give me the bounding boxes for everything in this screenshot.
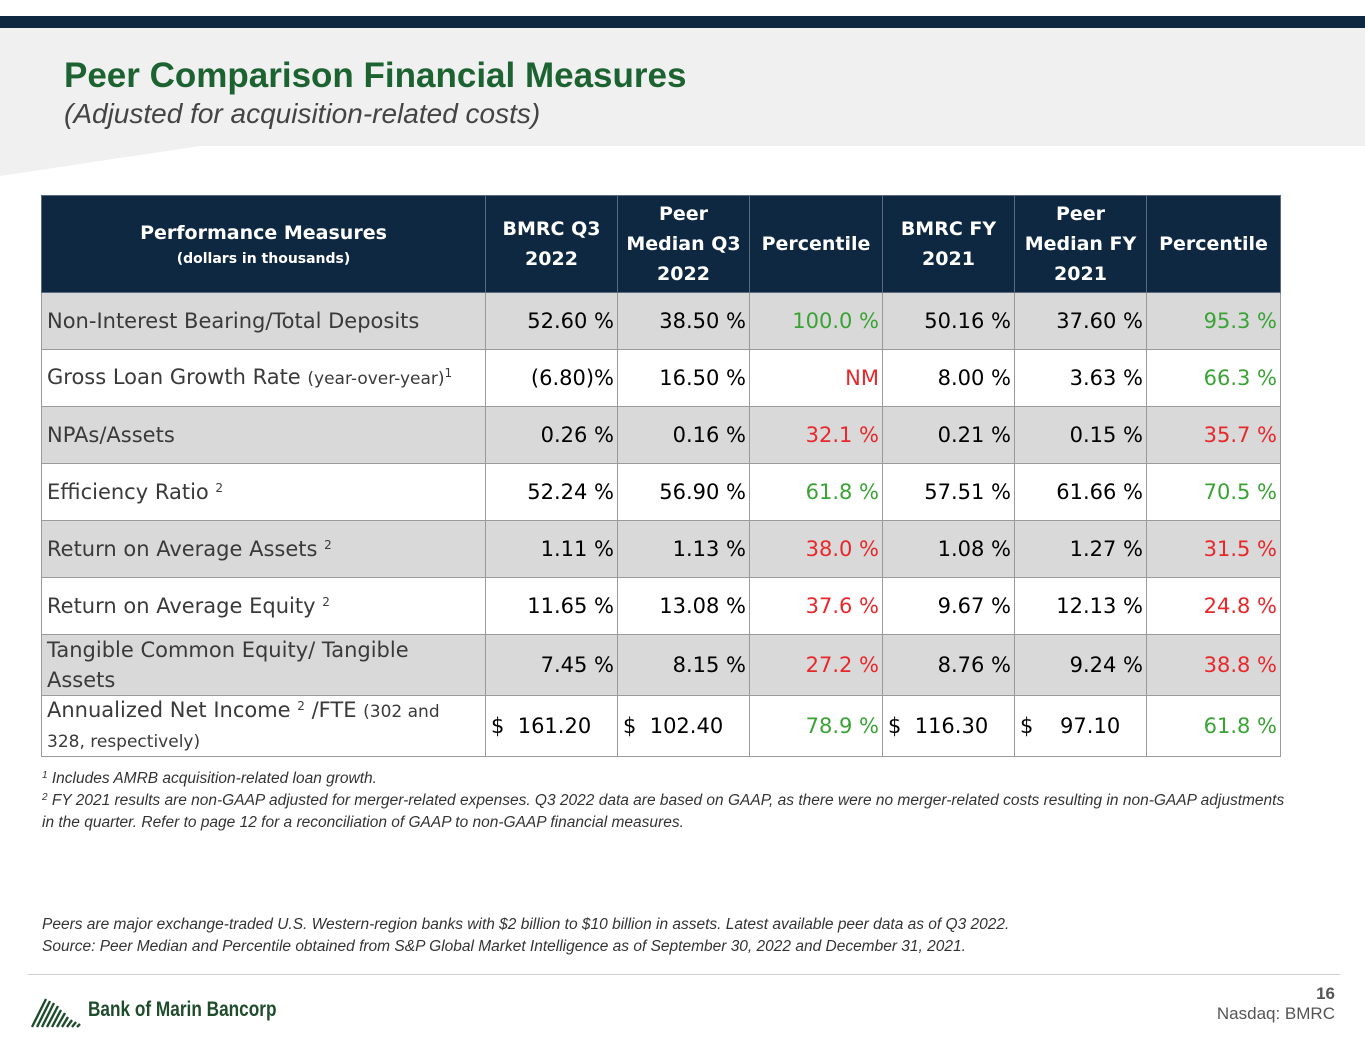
cell-percentile-fy: 38.8 % — [1146, 634, 1281, 696]
top-accent-bar — [0, 16, 1365, 28]
cell-peer-q3: 16.50 % — [617, 349, 750, 407]
cell-percentile-q3: NM — [749, 349, 883, 407]
cell-percentile-fy: 24.8 % — [1146, 577, 1281, 635]
header-bmrc-q3-2022: BMRC Q3 2022 — [485, 195, 618, 293]
cell-bmrc-fy: 57.51 % — [882, 463, 1015, 521]
row-label: Non-Interest Bearing/Total Deposits — [41, 292, 486, 350]
cell-peer-q3: 8.15 % — [617, 634, 750, 696]
cell-peer-q3: 38.50 % — [617, 292, 750, 350]
cell-bmrc-fy: 0.21 % — [882, 406, 1015, 464]
table-header-row: Performance Measures (dollars in thousan… — [41, 195, 1281, 293]
cell-bmrc-fy: 8.76 % — [882, 634, 1015, 696]
header-peer-median-fy-2021: Peer Median FY 2021 — [1014, 195, 1147, 293]
table-row: NPAs/Assets 0.26 % 0.16 % 32.1 % 0.21 % … — [41, 406, 1281, 464]
cell-bmrc-fy: $ 116.30 — [882, 695, 1015, 757]
peer-note-line-1: Peers are major exchange-traded U.S. Wes… — [42, 916, 1010, 933]
table-row: Gross Loan Growth Rate (year-over-year)1… — [41, 349, 1281, 407]
cell-bmrc-q3: (6.80)% — [485, 349, 618, 407]
row-label: Annualized Net Income 2 /FTE (302 and 32… — [41, 695, 486, 757]
cell-bmrc-fy: 8.00 % — [882, 349, 1015, 407]
row-label: Return on Average Equity 2 — [41, 577, 486, 635]
exchange-ticker: Nasdaq: BMRC — [1216, 1004, 1335, 1023]
cell-percentile-q3: 32.1 % — [749, 406, 883, 464]
header-performance-measures: Performance Measures (dollars in thousan… — [41, 195, 486, 293]
cell-peer-q3: 56.90 % — [617, 463, 750, 521]
cell-bmrc-q3: 52.60 % — [485, 292, 618, 350]
peer-definition-note: Peers are major exchange-traded U.S. Wes… — [42, 914, 1292, 958]
peer-note-line-2: Source: Peer Median and Percentile obtai… — [42, 938, 966, 955]
table-row: Non-Interest Bearing/Total Deposits 52.6… — [41, 292, 1281, 350]
cell-percentile-fy: 61.8 % — [1146, 695, 1281, 757]
footnote-2: 2 FY 2021 results are non-GAAP adjusted … — [42, 792, 1285, 831]
row-label: Return on Average Assets 2 — [41, 520, 486, 578]
table-row: Return on Average Assets 2 1.11 % 1.13 %… — [41, 520, 1281, 578]
cell-percentile-q3: 61.8 % — [749, 463, 883, 521]
header-peer-median-q3-2022: Peer Median Q3 2022 — [617, 195, 750, 293]
cell-percentile-q3: 27.2 % — [749, 634, 883, 696]
cell-peer-fy: 12.13 % — [1014, 577, 1147, 635]
cell-peer-q3: 1.13 % — [617, 520, 750, 578]
page-subtitle: (Adjusted for acquisition-related costs) — [64, 98, 541, 129]
row-label: Efficiency Ratio 2 — [41, 463, 486, 521]
table-row: Annualized Net Income 2 /FTE (302 and 32… — [41, 695, 1281, 757]
bank-logo: Bank of Marin Bancorp — [30, 990, 318, 1030]
table-row: Return on Average Equity 2 11.65 % 13.08… — [41, 577, 1281, 635]
header-bmrc-fy-2021: BMRC FY 2021 — [882, 195, 1015, 293]
cell-peer-fy: 37.60 % — [1014, 292, 1147, 350]
cell-percentile-q3: 38.0 % — [749, 520, 883, 578]
cell-peer-fy: 0.15 % — [1014, 406, 1147, 464]
cell-percentile-q3: 100.0 % — [749, 292, 883, 350]
page-title: Peer Comparison Financial Measures — [64, 56, 687, 95]
mountain-logo-icon — [30, 998, 81, 1028]
header-percentile-fy: Percentile — [1146, 195, 1281, 293]
cell-peer-fy: $ 97.10 — [1014, 695, 1147, 757]
cell-bmrc-fy: 9.67 % — [882, 577, 1015, 635]
header-band — [0, 28, 1365, 146]
header-percentile-q3: Percentile — [749, 195, 883, 293]
cell-percentile-fy: 95.3 % — [1146, 292, 1281, 350]
footer-divider — [28, 974, 1340, 975]
logo-text: Bank of Marin Bancorp — [88, 998, 277, 1021]
cell-bmrc-q3: 52.24 % — [485, 463, 618, 521]
cell-bmrc-q3: 1.11 % — [485, 520, 618, 578]
cell-bmrc-q3: 7.45 % — [485, 634, 618, 696]
cell-peer-q3: 0.16 % — [617, 406, 750, 464]
cell-bmrc-q3: $ 161.20 — [485, 695, 618, 757]
row-label: NPAs/Assets — [41, 406, 486, 464]
page-number: 16 — [1316, 984, 1335, 1003]
cell-percentile-fy: 70.5 % — [1146, 463, 1281, 521]
table-row: Tangible Common Equity/ Tangible Assets … — [41, 634, 1281, 696]
cell-peer-fy: 61.66 % — [1014, 463, 1147, 521]
cell-bmrc-q3: 11.65 % — [485, 577, 618, 635]
cell-peer-fy: 1.27 % — [1014, 520, 1147, 578]
cell-peer-q3: 13.08 % — [617, 577, 750, 635]
table-row: Efficiency Ratio 2 52.24 % 56.90 % 61.8 … — [41, 463, 1281, 521]
cell-percentile-fy: 31.5 % — [1146, 520, 1281, 578]
cell-bmrc-fy: 1.08 % — [882, 520, 1015, 578]
cell-bmrc-fy: 50.16 % — [882, 292, 1015, 350]
cell-peer-q3: $ 102.40 — [617, 695, 750, 757]
header-notch — [0, 146, 200, 176]
cell-peer-fy: 9.24 % — [1014, 634, 1147, 696]
cell-bmrc-q3: 0.26 % — [485, 406, 618, 464]
footnotes: 1 Includes AMRB acquisition-related loan… — [42, 768, 1292, 834]
performance-table: Performance Measures (dollars in thousan… — [41, 195, 1281, 757]
cell-percentile-q3: 37.6 % — [749, 577, 883, 635]
cell-percentile-fy: 35.7 % — [1146, 406, 1281, 464]
cell-percentile-q3: 78.9 % — [749, 695, 883, 757]
row-label: Gross Loan Growth Rate (year-over-year)1 — [41, 349, 486, 407]
cell-peer-fy: 3.63 % — [1014, 349, 1147, 407]
cell-percentile-fy: 66.3 % — [1146, 349, 1281, 407]
row-label: Tangible Common Equity/ Tangible Assets — [41, 634, 486, 696]
footnote-1: 1 Includes AMRB acquisition-related loan… — [42, 770, 377, 787]
